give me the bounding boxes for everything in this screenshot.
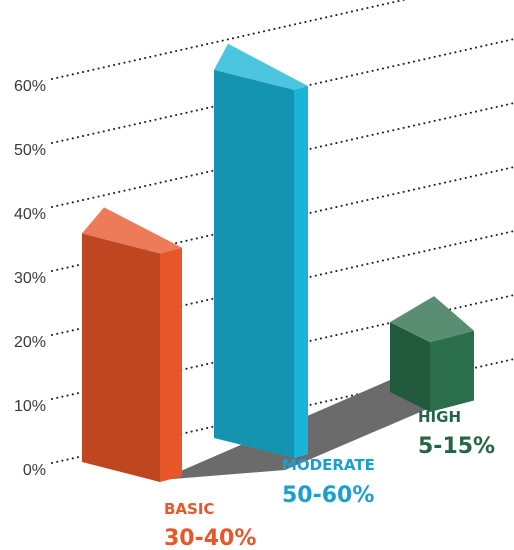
bar-face-side [160,247,182,482]
bar-face-top [390,296,474,343]
bar-face-front [214,69,294,458]
y-tick-label: 10% [14,398,46,415]
gridline [51,0,408,80]
y-axis-ticks: 0% 10% 20% 30% 40% 50% 60% [14,78,46,479]
bar-basic [82,207,182,482]
category-labels: BASIC 30-40% MODERATE 50-60% HIGH 5-15% [164,408,495,550]
category-name-basic: BASIC [164,500,214,518]
gridline [51,102,514,208]
category-range-moderate: 50-60% [282,483,374,508]
bar-moderate [214,43,308,458]
gridline [51,38,514,144]
y-tick-label: 50% [14,142,46,159]
category-range-basic: 30-40% [164,526,256,550]
bar-high [390,296,474,412]
bars [82,43,474,482]
bar-face-side [294,86,308,458]
bar-face-top [82,207,182,254]
category-name-high: HIGH [418,408,461,426]
bar-face-front [82,233,160,482]
y-tick-label: 20% [14,334,46,351]
bar-face-front [390,322,430,412]
y-tick-label: 40% [14,206,46,223]
y-tick-label: 30% [14,270,46,287]
category-name-moderate: MODERATE [282,456,375,474]
category-range-high: 5-15% [418,434,495,459]
y-tick-label: 60% [14,78,46,95]
y-tick-label: 0% [23,462,46,479]
bar-face-top [214,43,308,90]
bar-face-side [430,330,474,412]
floor-shadow [160,380,460,480]
